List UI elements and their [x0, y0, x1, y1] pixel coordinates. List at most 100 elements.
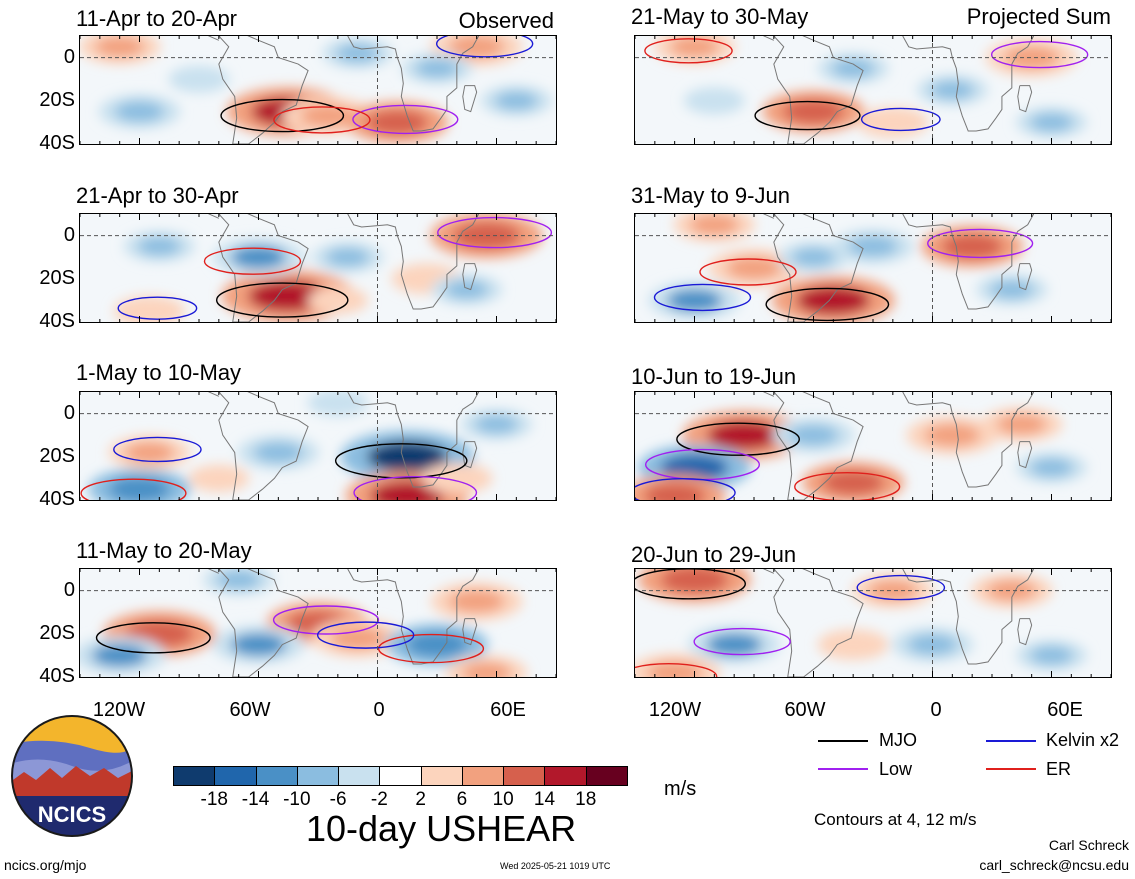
wave-contour	[653, 283, 752, 312]
wave-contour	[990, 40, 1089, 69]
map-panel-6	[634, 213, 1112, 323]
shear-anomaly-blob	[848, 236, 898, 257]
colorbar-tick-label: -10	[283, 789, 311, 810]
wave-contour	[699, 258, 797, 286]
map-panel-2	[79, 213, 557, 323]
shear-anomaly-blob	[230, 633, 287, 656]
x-tick-60w-left: 60W	[229, 699, 271, 721]
coastline	[1017, 441, 1033, 469]
wave-contour	[113, 436, 202, 463]
wave-contour	[435, 36, 534, 58]
y-tick-40s: 40S	[39, 488, 75, 510]
coastline	[1017, 85, 1033, 113]
panel-title-7: 10-Jun to 19-Jun	[631, 364, 797, 389]
wave-contour	[437, 216, 553, 249]
wave-contour	[316, 621, 415, 649]
coastline	[208, 569, 220, 574]
wave-contour	[693, 627, 791, 656]
panel-title-2: 21-Apr to 30-Apr	[76, 183, 239, 208]
shear-anomaly-blob	[660, 454, 729, 482]
coastline	[1017, 263, 1033, 291]
shear-anomaly-blob	[300, 104, 356, 128]
legend-kelvin-label: Kelvin x2	[1046, 730, 1120, 750]
colorbar-tick-label: 18	[575, 789, 597, 810]
map-panel-4	[79, 568, 557, 678]
wave-contour	[644, 38, 733, 64]
logo-text: NCICS	[38, 802, 106, 827]
coastline	[462, 85, 478, 113]
colorbar-swatch	[255, 766, 298, 786]
observed-label: Observed	[458, 8, 554, 33]
legend-kelvin-line	[986, 740, 1036, 742]
colorbar-swatch	[173, 766, 216, 786]
shear-anomaly-blob	[782, 99, 845, 125]
y-tick-20s: 20S	[39, 266, 75, 289]
wave-contour	[272, 605, 380, 635]
wave-contour	[80, 478, 187, 500]
coastline	[763, 36, 775, 41]
shear-anomaly-blob	[253, 442, 303, 463]
shear-anomaly-blob	[987, 580, 1037, 601]
coastline	[902, 392, 1035, 488]
shear-anomaly-blob	[908, 634, 957, 655]
colorbar-swatch	[214, 766, 257, 786]
map-panel-7	[634, 391, 1112, 501]
wave-contour	[754, 100, 861, 131]
shear-anomaly-blob	[108, 476, 171, 500]
y-tick-40s: 40S	[39, 665, 75, 687]
wave-contour	[794, 472, 901, 500]
x-tick-120w-right: 120W	[648, 699, 702, 721]
wave-contour	[334, 443, 468, 479]
shear-anomaly-blob	[930, 80, 974, 100]
wave-contour	[765, 287, 890, 322]
shear-anomaly-blob	[449, 590, 505, 613]
shear-anomaly-blob	[1004, 46, 1060, 69]
contours-note: Contours at 4, 12 m/s	[814, 810, 977, 829]
shear-anomaly-blob	[494, 91, 538, 111]
colorbar-tick-label: -6	[329, 789, 347, 810]
shear-anomaly-blob	[1030, 458, 1073, 477]
coastline	[773, 214, 864, 322]
legend-er-line	[986, 768, 1036, 770]
colorbar-tick-label: -18	[200, 789, 228, 810]
shear-anomaly-blob	[831, 59, 875, 78]
coastline	[763, 569, 775, 574]
shear-anomaly-blob	[415, 59, 459, 78]
wave-contour	[353, 475, 478, 500]
coastline	[462, 618, 478, 646]
colorbar-tick-label: -14	[241, 789, 270, 810]
shear-anomaly-blob	[871, 113, 915, 132]
colorbar-tick-label: 6	[456, 789, 468, 810]
coastline	[1017, 618, 1033, 646]
colorbar-swatch	[585, 766, 628, 786]
shear-anomaly-blob	[924, 423, 980, 447]
shear-anomaly-blob	[230, 245, 287, 269]
wave-contour	[860, 107, 941, 132]
colorbar-swatch	[338, 766, 381, 786]
coastline	[763, 392, 775, 397]
colorbar-tick-label: 14	[533, 789, 556, 810]
colorbar-tick-label: -2	[370, 789, 388, 810]
shear-anomaly-blob	[248, 280, 329, 312]
coastline	[347, 214, 480, 310]
legend-er-label: ER	[1046, 759, 1072, 779]
colorbar-tick-label: 2	[415, 789, 426, 810]
shear-anomaly-blob	[689, 214, 739, 236]
y-tick-0: 0	[63, 401, 75, 424]
colorbar-swatch	[503, 766, 546, 786]
shear-anomaly-blob	[326, 247, 370, 267]
coastline	[218, 36, 309, 144]
coastline	[218, 392, 309, 500]
colorbar-swatch	[544, 766, 587, 786]
coastline	[208, 214, 220, 219]
panel-title-8: 20-Jun to 29-Jun	[631, 542, 797, 567]
wave-contour	[635, 662, 718, 677]
coastline	[902, 36, 1035, 132]
shear-anomaly-blob	[330, 626, 386, 650]
y-tick-20s: 20S	[39, 88, 75, 111]
legend-low-line	[818, 768, 868, 770]
footer-url: ncics.org/mjo	[4, 857, 87, 873]
colorbar-swatch	[420, 766, 463, 786]
shear-anomaly-blob	[180, 71, 218, 88]
shear-anomaly-blob	[319, 394, 357, 411]
